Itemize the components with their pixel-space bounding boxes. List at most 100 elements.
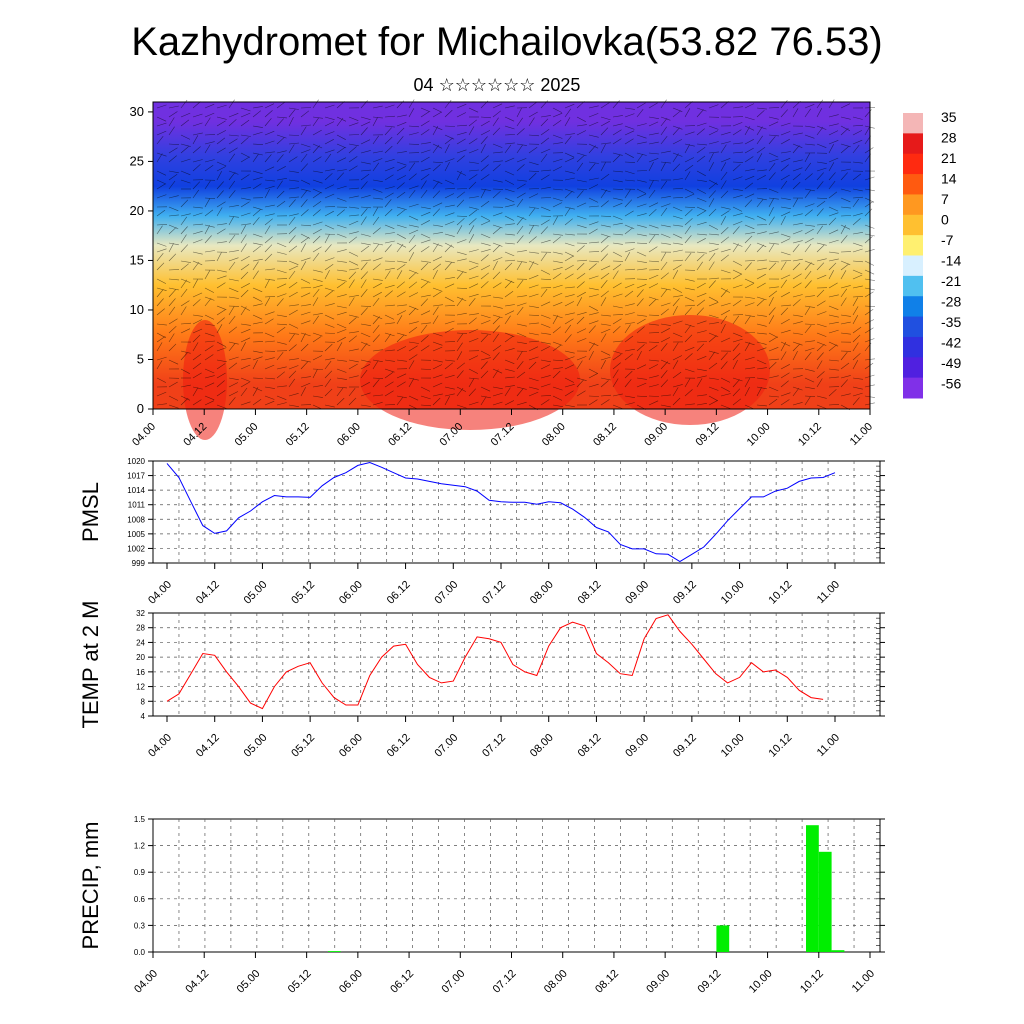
wind-barb (180, 279, 188, 289)
wind-barb (612, 369, 619, 379)
wind-barb (468, 313, 479, 316)
wind-barb (540, 314, 551, 319)
wind-barb (204, 270, 211, 280)
wind-barb (804, 352, 812, 361)
wind-barb (468, 234, 475, 244)
wind-barb (492, 151, 503, 154)
wind-barb (252, 209, 261, 217)
wind-barb (216, 228, 226, 235)
wind-barb (564, 286, 575, 289)
wind-barb (192, 132, 203, 136)
wind-barb (588, 121, 599, 127)
wind-barb (756, 386, 767, 390)
x-tick-label: 11.00 (815, 579, 842, 606)
wind-barb (552, 142, 563, 145)
wind-barb (444, 244, 453, 253)
wind-barb (468, 107, 479, 113)
wind-barb (552, 370, 561, 379)
heatmap-warm-cell (360, 330, 580, 430)
wind-barb (360, 323, 371, 326)
wind-barb (468, 181, 477, 190)
wind-barb (384, 115, 396, 118)
wind-barb (264, 118, 272, 127)
wind-barb (204, 296, 215, 301)
y-tick-label: 20 (136, 653, 145, 662)
wind-barb (336, 197, 347, 202)
wind-barb (672, 206, 683, 212)
wind-barb (768, 375, 779, 379)
wind-barb (840, 285, 851, 289)
wind-barb (588, 197, 599, 203)
wind-barb (780, 211, 791, 217)
wind-barb (300, 107, 312, 109)
wind-barb (336, 116, 347, 122)
wind-barb (300, 304, 311, 307)
wind-barb (168, 278, 180, 281)
wind-barb (756, 347, 767, 352)
wind-barb (564, 157, 575, 163)
wind-barb (672, 110, 681, 118)
wind-barb (648, 141, 659, 145)
colorbar-label: -42 (941, 335, 961, 351)
wind-barb (276, 137, 285, 145)
wind-barb (492, 257, 503, 262)
wind-barb (528, 332, 539, 336)
wind-barb (624, 130, 635, 136)
wind-barb (792, 132, 803, 136)
wind-barb (168, 395, 179, 401)
wind-barb (708, 182, 717, 190)
y-tick-label: 15 (130, 252, 144, 267)
wind-barb (216, 324, 223, 334)
wind-barb (408, 108, 415, 118)
wind-barb (792, 350, 798, 361)
wind-barb (780, 206, 791, 209)
wind-barb (840, 332, 851, 335)
wind-barb (528, 275, 539, 280)
wind-barb (528, 101, 538, 109)
wind-barb (516, 361, 524, 370)
wind-barb (192, 292, 203, 298)
wind-barb (360, 342, 368, 352)
wind-barb (756, 153, 763, 163)
wind-barb (456, 342, 463, 352)
wind-barb (660, 272, 669, 280)
wind-barb (360, 173, 370, 181)
x-tick-label: 08.12 (576, 732, 604, 760)
wind-barb (480, 143, 486, 154)
wind-barb (504, 204, 515, 208)
wind-barb (216, 181, 224, 190)
wind-barb (672, 178, 683, 181)
wind-barb (732, 284, 743, 289)
wind-barb (336, 359, 347, 362)
wind-barb (336, 282, 346, 289)
wind-barb (564, 133, 575, 136)
wind-barb (264, 357, 275, 361)
wind-barb (684, 131, 695, 136)
wind-barb (312, 129, 322, 136)
wind-barb (444, 320, 455, 325)
wind-barb (180, 278, 191, 283)
wind-barb (684, 353, 693, 361)
wind-barb (372, 257, 383, 262)
wind-barb (408, 224, 419, 228)
wind-barb (432, 164, 441, 172)
wind-barb (624, 395, 635, 398)
wind-barb (564, 251, 575, 257)
wind-barb (804, 125, 815, 128)
wind-barb (552, 292, 563, 298)
wind-barb (756, 107, 767, 110)
wind-barb (636, 251, 647, 257)
wind-barb (156, 242, 167, 247)
wind-barb (624, 335, 634, 343)
wind-barb (348, 134, 360, 136)
wind-barb (636, 298, 644, 307)
wind-barb (492, 401, 503, 406)
wind-barb (768, 296, 774, 307)
wind-barb (708, 261, 715, 271)
wind-barb (684, 323, 695, 328)
wind-barb (432, 243, 439, 253)
wind-barb (612, 179, 623, 183)
wind-barb (720, 131, 731, 136)
wind-barb (336, 336, 346, 343)
wind-barb (372, 158, 383, 163)
